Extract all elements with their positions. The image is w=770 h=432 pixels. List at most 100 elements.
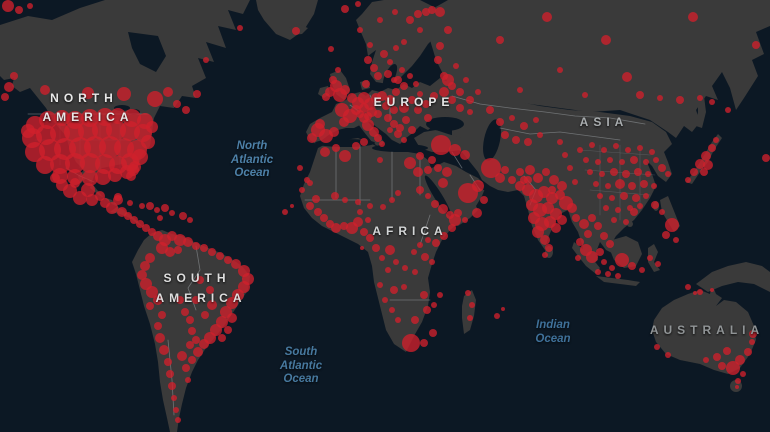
case-dot[interactable] — [665, 171, 671, 177]
case-dot[interactable] — [601, 259, 607, 265]
case-dot[interactable] — [428, 156, 436, 164]
case-dot[interactable] — [322, 93, 330, 101]
case-dot[interactable] — [417, 91, 423, 97]
case-dot[interactable] — [182, 106, 190, 114]
case-dot[interactable] — [700, 168, 708, 176]
case-dot[interactable] — [356, 110, 364, 118]
case-dot[interactable] — [389, 307, 395, 313]
case-dot[interactable] — [366, 234, 374, 242]
case-dot[interactable] — [496, 36, 504, 44]
case-dot[interactable] — [331, 192, 339, 200]
case-dot[interactable] — [377, 282, 383, 288]
case-dot[interactable] — [495, 173, 505, 183]
case-dot[interactable] — [429, 259, 435, 265]
case-dot[interactable] — [414, 106, 422, 114]
case-dot[interactable] — [740, 371, 746, 377]
case-dot[interactable] — [390, 106, 398, 114]
case-dot[interactable] — [726, 361, 740, 375]
case-dot[interactable] — [377, 17, 383, 23]
case-dot[interactable] — [695, 159, 705, 169]
case-dot[interactable] — [65, 153, 85, 173]
case-dot[interactable] — [610, 168, 618, 176]
case-dot[interactable] — [662, 231, 670, 239]
case-dot[interactable] — [688, 12, 698, 22]
case-dot[interactable] — [709, 99, 715, 105]
case-dot[interactable] — [402, 334, 420, 352]
case-dot[interactable] — [423, 306, 431, 314]
case-dot[interactable] — [82, 87, 94, 99]
case-dot[interactable] — [399, 67, 405, 73]
case-dot[interactable] — [357, 27, 363, 33]
case-dot[interactable] — [533, 117, 539, 123]
case-dot[interactable] — [749, 330, 757, 338]
case-dot[interactable] — [586, 251, 598, 263]
case-dot[interactable] — [392, 88, 400, 96]
case-dot[interactable] — [355, 199, 361, 205]
case-dot[interactable] — [517, 87, 523, 93]
case-dot[interactable] — [444, 26, 452, 34]
case-dot[interactable] — [165, 247, 175, 257]
case-dot[interactable] — [161, 204, 169, 212]
case-dot[interactable] — [533, 173, 543, 183]
case-dot[interactable] — [335, 67, 341, 73]
case-dot[interactable] — [654, 344, 660, 350]
case-dot[interactable] — [422, 100, 430, 108]
case-dot[interactable] — [481, 158, 501, 178]
case-dot[interactable] — [467, 109, 473, 115]
case-dot[interactable] — [637, 203, 643, 209]
case-dot[interactable] — [735, 355, 745, 365]
case-dot[interactable] — [171, 395, 177, 401]
case-dot[interactable] — [509, 115, 515, 121]
case-dot[interactable] — [155, 333, 165, 343]
case-dot[interactable] — [114, 193, 122, 201]
case-dot[interactable] — [430, 92, 438, 100]
case-dot[interactable] — [437, 292, 443, 298]
case-dot[interactable] — [395, 190, 401, 196]
case-dot[interactable] — [163, 87, 173, 97]
case-dot[interactable] — [416, 186, 424, 194]
case-dot[interactable] — [329, 127, 339, 137]
case-dot[interactable] — [237, 25, 243, 31]
case-dot[interactable] — [201, 311, 209, 319]
case-dot[interactable] — [414, 10, 422, 18]
case-dot[interactable] — [685, 177, 691, 183]
case-dot[interactable] — [595, 269, 601, 275]
case-dot[interactable] — [173, 407, 179, 413]
case-dot[interactable] — [145, 253, 155, 263]
case-dot[interactable] — [315, 119, 325, 129]
case-dot[interactable] — [208, 248, 216, 256]
case-dot[interactable] — [385, 245, 395, 255]
case-dot[interactable] — [357, 209, 363, 215]
case-dot[interactable] — [179, 212, 187, 220]
case-dot[interactable] — [475, 89, 481, 95]
case-dot[interactable] — [411, 316, 419, 324]
case-dot[interactable] — [647, 255, 653, 261]
case-dot[interactable] — [231, 259, 241, 269]
case-dot[interactable] — [339, 150, 351, 162]
case-dot[interactable] — [579, 219, 589, 229]
case-dot[interactable] — [425, 237, 431, 243]
case-dot[interactable] — [542, 168, 550, 176]
case-dot[interactable] — [380, 204, 386, 210]
case-dot[interactable] — [448, 96, 456, 104]
case-dot[interactable] — [156, 242, 168, 254]
case-dot[interactable] — [385, 267, 391, 273]
case-dot[interactable] — [735, 378, 741, 384]
case-dot[interactable] — [387, 127, 393, 133]
case-dot[interactable] — [609, 265, 615, 271]
case-dot[interactable] — [463, 77, 469, 83]
case-dot[interactable] — [583, 157, 589, 163]
case-dot[interactable] — [577, 147, 583, 153]
case-dot[interactable] — [636, 91, 644, 99]
case-dot[interactable] — [557, 67, 563, 73]
case-dot[interactable] — [440, 232, 448, 240]
case-dot[interactable] — [508, 176, 516, 184]
case-dot[interactable] — [524, 138, 532, 146]
case-dot[interactable] — [136, 220, 144, 228]
case-dot[interactable] — [537, 132, 543, 138]
case-dot[interactable] — [460, 150, 470, 160]
case-dot[interactable] — [153, 295, 163, 305]
case-dot[interactable] — [185, 377, 191, 383]
case-dot[interactable] — [183, 237, 193, 247]
case-dot[interactable] — [628, 262, 636, 270]
